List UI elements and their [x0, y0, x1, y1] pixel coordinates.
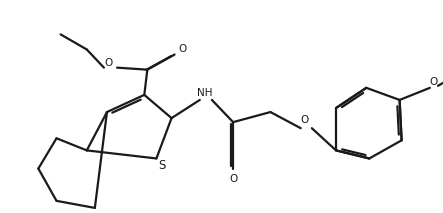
Text: O: O [179, 45, 187, 55]
Text: O: O [229, 174, 237, 184]
Text: S: S [158, 159, 165, 172]
Text: NH: NH [197, 88, 213, 98]
Text: O: O [301, 115, 309, 125]
Text: O: O [430, 77, 438, 87]
Text: O: O [105, 58, 113, 68]
